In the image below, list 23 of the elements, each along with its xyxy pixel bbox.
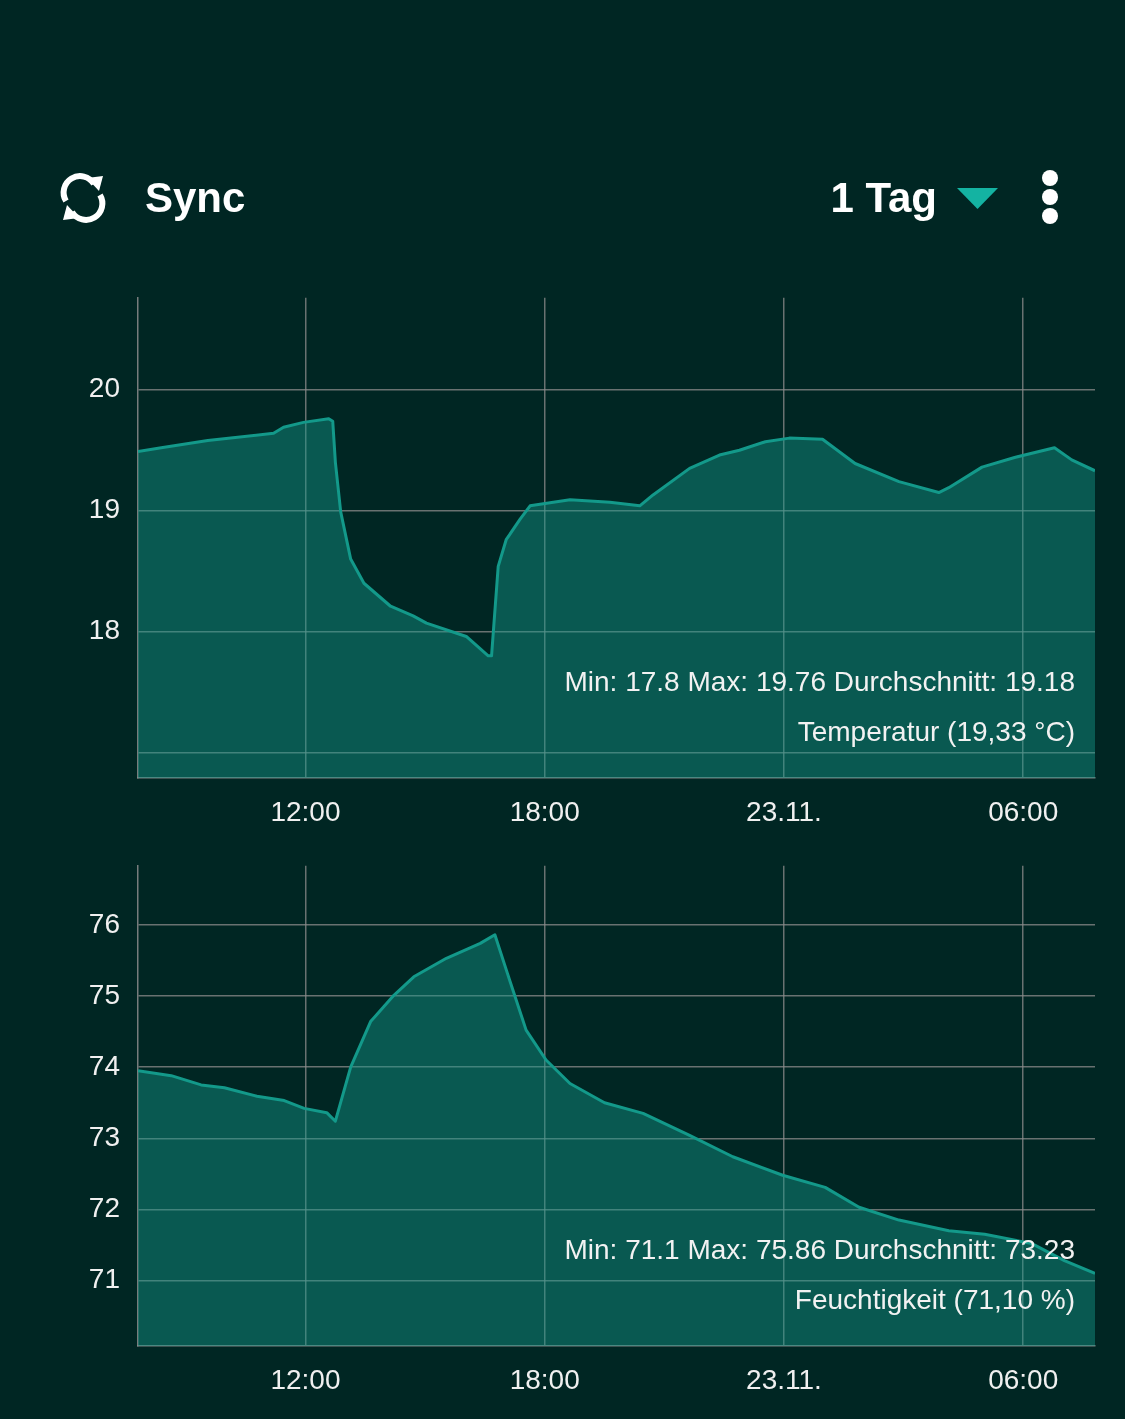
annotation: Min: 17.8 Max: 19.76 Durchschnitt: 19.18 (564, 665, 1075, 697)
y-tick-label: 75 (88, 978, 120, 1010)
y-tick-label: 20 (88, 372, 120, 404)
annotation: Feuchtigkeit (71,10 %) (794, 1283, 1075, 1315)
x-tick-label: 18:00 (509, 795, 580, 827)
y-tick-label: 71 (88, 1263, 120, 1295)
text: Sync (145, 174, 246, 222)
annotation: Min: 71.1 Max: 75.86 Durchschnitt: 73.23 (564, 1233, 1075, 1265)
text: 1 Tag (830, 174, 937, 222)
y-tick-label: 73 (88, 1120, 120, 1152)
x-tick-label: 06:00 (988, 1363, 1059, 1395)
y-tick-label: 74 (88, 1049, 120, 1081)
x-tick-label: 23.11. (746, 1363, 822, 1395)
x-tick-label: 23.11. (746, 795, 822, 827)
annotation: Temperatur (19,33 °C) (797, 715, 1075, 747)
x-tick-label: 18:00 (509, 1363, 580, 1395)
x-tick-label: 12:00 (270, 795, 341, 827)
y-tick-label: 18 (88, 614, 120, 646)
y-tick-label: 76 (88, 907, 120, 939)
x-tick-label: 06:00 (988, 795, 1059, 827)
y-tick-label: 72 (88, 1192, 120, 1224)
x-tick-label: 12:00 (270, 1363, 341, 1395)
y-tick-label: 19 (88, 493, 120, 525)
